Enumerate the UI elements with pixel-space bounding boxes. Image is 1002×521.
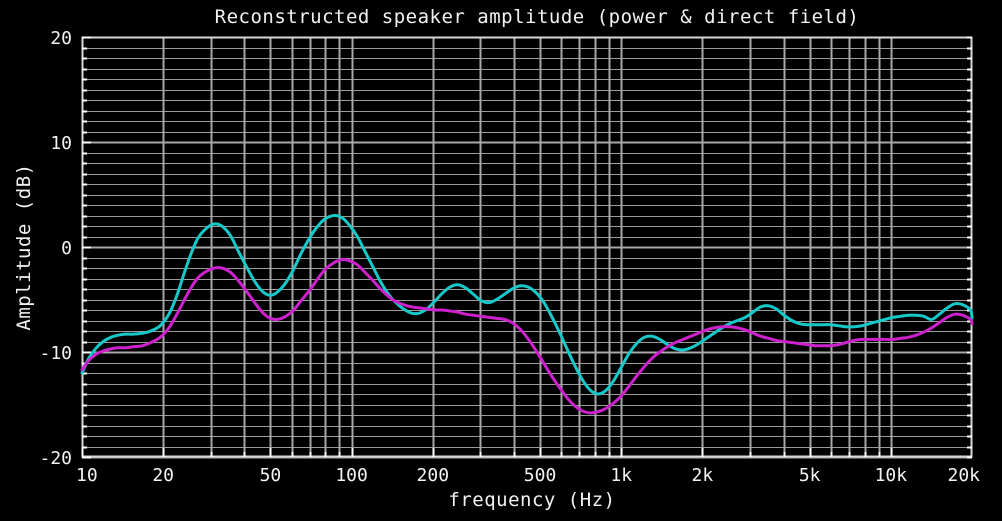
x-axis-title: frequency (Hz) [448, 489, 615, 511]
y-tick-label: -20 [39, 448, 72, 469]
series-line-2 [80, 257, 974, 415]
x-tick-label: 20 [152, 465, 174, 486]
x-tick-label: 10k [875, 465, 908, 486]
x-tick-label: 1k [610, 465, 632, 486]
y-tick-label: 0 [61, 238, 72, 259]
x-tick-label: 20k [947, 465, 980, 486]
y-tick-label: 20 [50, 28, 72, 49]
x-tick-label: 50 [260, 465, 282, 486]
x-tick-label: 100 [335, 465, 368, 486]
x-tick-label: 500 [524, 465, 557, 486]
y-axis-title: Amplitude (dB) [13, 163, 35, 330]
grid-layer [81, 36, 972, 459]
tick-marks [81, 36, 972, 459]
x-tick-label: 2k [692, 465, 714, 486]
x-tick-label: 200 [417, 465, 450, 486]
series-line-1 [80, 213, 974, 396]
page-title: Reconstructed speaker amplitude (power &… [215, 6, 860, 28]
series-layer [80, 213, 974, 415]
y-tick-label: -10 [39, 343, 72, 364]
x-tick-label: 10 [76, 465, 98, 486]
y-tick-label: 10 [50, 133, 72, 154]
x-tick-label: 5k [799, 465, 821, 486]
